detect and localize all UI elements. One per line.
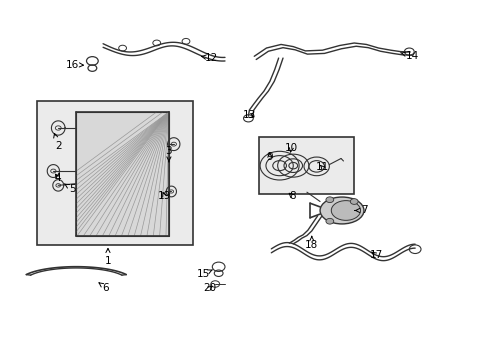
- Text: 12: 12: [201, 53, 218, 63]
- Text: 13: 13: [242, 111, 256, 121]
- Bar: [259, 137, 353, 194]
- Ellipse shape: [330, 201, 360, 220]
- Text: 20: 20: [203, 283, 216, 293]
- Text: 7: 7: [354, 206, 366, 216]
- Text: 9: 9: [266, 152, 273, 162]
- Circle shape: [325, 219, 333, 224]
- Bar: [76, 112, 168, 235]
- Circle shape: [349, 199, 357, 204]
- Text: 11: 11: [315, 162, 328, 172]
- Circle shape: [325, 197, 333, 203]
- Text: 17: 17: [369, 250, 382, 260]
- Text: 8: 8: [288, 191, 295, 201]
- Text: 15: 15: [196, 269, 212, 279]
- Text: 4: 4: [55, 173, 61, 183]
- Text: 1: 1: [104, 248, 111, 266]
- Text: 18: 18: [305, 237, 318, 249]
- Text: 3: 3: [165, 146, 172, 162]
- Text: 16: 16: [66, 59, 83, 69]
- Text: 10: 10: [284, 143, 297, 153]
- Bar: [37, 101, 193, 244]
- Text: 19: 19: [158, 191, 171, 201]
- Text: 2: 2: [54, 134, 61, 151]
- Text: 5: 5: [64, 184, 76, 194]
- Ellipse shape: [320, 197, 363, 224]
- Text: 14: 14: [400, 51, 419, 61]
- Text: 6: 6: [99, 283, 109, 293]
